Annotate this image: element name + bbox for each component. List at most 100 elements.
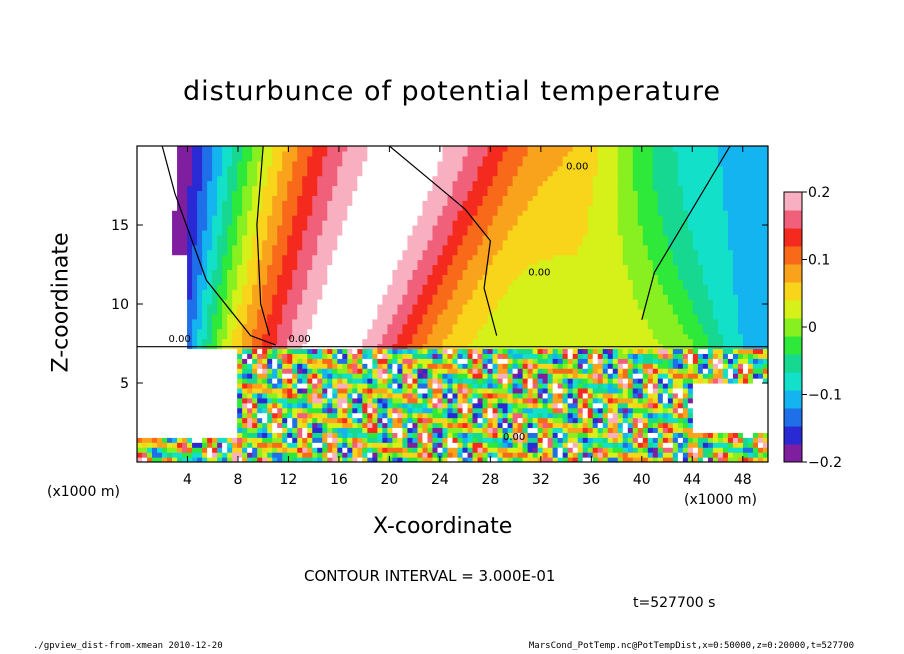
field-cell <box>297 195 303 201</box>
field-cell <box>242 437 248 443</box>
field-cell <box>502 299 509 305</box>
field-cell <box>252 190 258 196</box>
field-cell <box>497 447 504 453</box>
field-cell <box>517 358 524 364</box>
field-cell <box>212 447 218 453</box>
field-cell <box>487 407 494 414</box>
field-cell <box>407 437 414 443</box>
field-cell <box>272 313 278 320</box>
field-cell <box>477 299 484 305</box>
field-cell <box>472 427 479 433</box>
field-cell <box>402 373 409 379</box>
field-cell <box>512 323 519 330</box>
field-cell <box>427 378 434 384</box>
field-cell <box>337 279 343 285</box>
field-cell <box>432 146 439 152</box>
field-cell <box>407 402 414 409</box>
field-cell <box>482 363 489 369</box>
field-cell <box>462 412 469 419</box>
field-cell <box>462 284 469 290</box>
field-cell <box>207 378 213 384</box>
field-cell <box>182 200 188 206</box>
field-cell <box>297 363 303 369</box>
field-cell <box>517 432 524 438</box>
field-cell <box>457 383 464 389</box>
field-cell <box>327 274 333 280</box>
field-cell <box>472 215 479 221</box>
field-cell <box>462 323 469 330</box>
field-cell <box>167 294 173 300</box>
field-cell <box>417 185 424 192</box>
field-cell <box>232 234 238 241</box>
field-cell <box>462 452 469 458</box>
field-cell <box>367 284 373 290</box>
field-cell <box>197 170 203 177</box>
field-cell <box>187 338 193 345</box>
field-cell <box>162 333 168 340</box>
field-cell <box>447 155 454 162</box>
field-cell <box>517 249 524 256</box>
field-cell <box>502 279 509 285</box>
field-cell <box>377 220 383 226</box>
field-cell <box>242 229 248 236</box>
field-cell <box>412 457 419 462</box>
field-cell <box>477 358 484 364</box>
field-cell <box>207 338 213 345</box>
field-cell <box>307 259 313 266</box>
field-cell <box>312 447 318 453</box>
field-cell <box>357 442 363 448</box>
field-cell <box>302 338 308 345</box>
field-cell <box>317 397 323 404</box>
field-cell <box>182 452 188 458</box>
field-cell <box>402 284 409 290</box>
field-cell <box>167 318 173 325</box>
field-cell <box>392 264 399 271</box>
field-cell <box>382 457 388 462</box>
field-cell <box>267 437 273 443</box>
field-cell <box>192 234 198 241</box>
field-cell <box>142 170 148 177</box>
field-cell <box>182 392 188 399</box>
field-cell <box>412 225 419 231</box>
field-cell <box>167 353 173 359</box>
field-cell <box>387 348 394 354</box>
field-cell <box>407 407 414 414</box>
field-cell <box>402 417 409 424</box>
field-cell <box>522 210 529 216</box>
field-cell <box>152 264 158 271</box>
field-cell <box>297 328 303 335</box>
field-cell <box>457 417 464 424</box>
field-cell <box>242 150 248 157</box>
field-cell <box>487 225 494 231</box>
field-cell <box>217 333 223 340</box>
field-cell <box>212 313 218 320</box>
field-cell <box>337 175 343 182</box>
field-cell <box>162 387 168 394</box>
field-cell <box>272 195 278 201</box>
field-cell <box>462 437 469 443</box>
field-cell <box>397 185 404 192</box>
field-cell <box>247 234 253 241</box>
field-cell <box>257 318 263 325</box>
field-cell <box>302 383 308 389</box>
field-cell <box>292 407 298 414</box>
field-cell <box>237 353 243 359</box>
field-cell <box>147 412 153 419</box>
field-cell <box>202 318 208 325</box>
field-cell <box>427 155 434 162</box>
field-cell <box>402 200 409 206</box>
field-cell <box>372 363 378 369</box>
field-cell <box>187 205 193 211</box>
field-cell <box>377 402 383 409</box>
field-cell <box>487 175 494 182</box>
field-cell <box>212 457 218 462</box>
field-cell <box>487 254 494 261</box>
field-cell <box>362 150 368 157</box>
field-cell <box>152 338 158 345</box>
field-cell <box>212 378 218 384</box>
field-cell <box>162 407 168 414</box>
field-cell <box>477 264 484 271</box>
field-cell <box>462 170 469 177</box>
field-cell <box>287 452 293 458</box>
field-cell <box>362 358 368 364</box>
